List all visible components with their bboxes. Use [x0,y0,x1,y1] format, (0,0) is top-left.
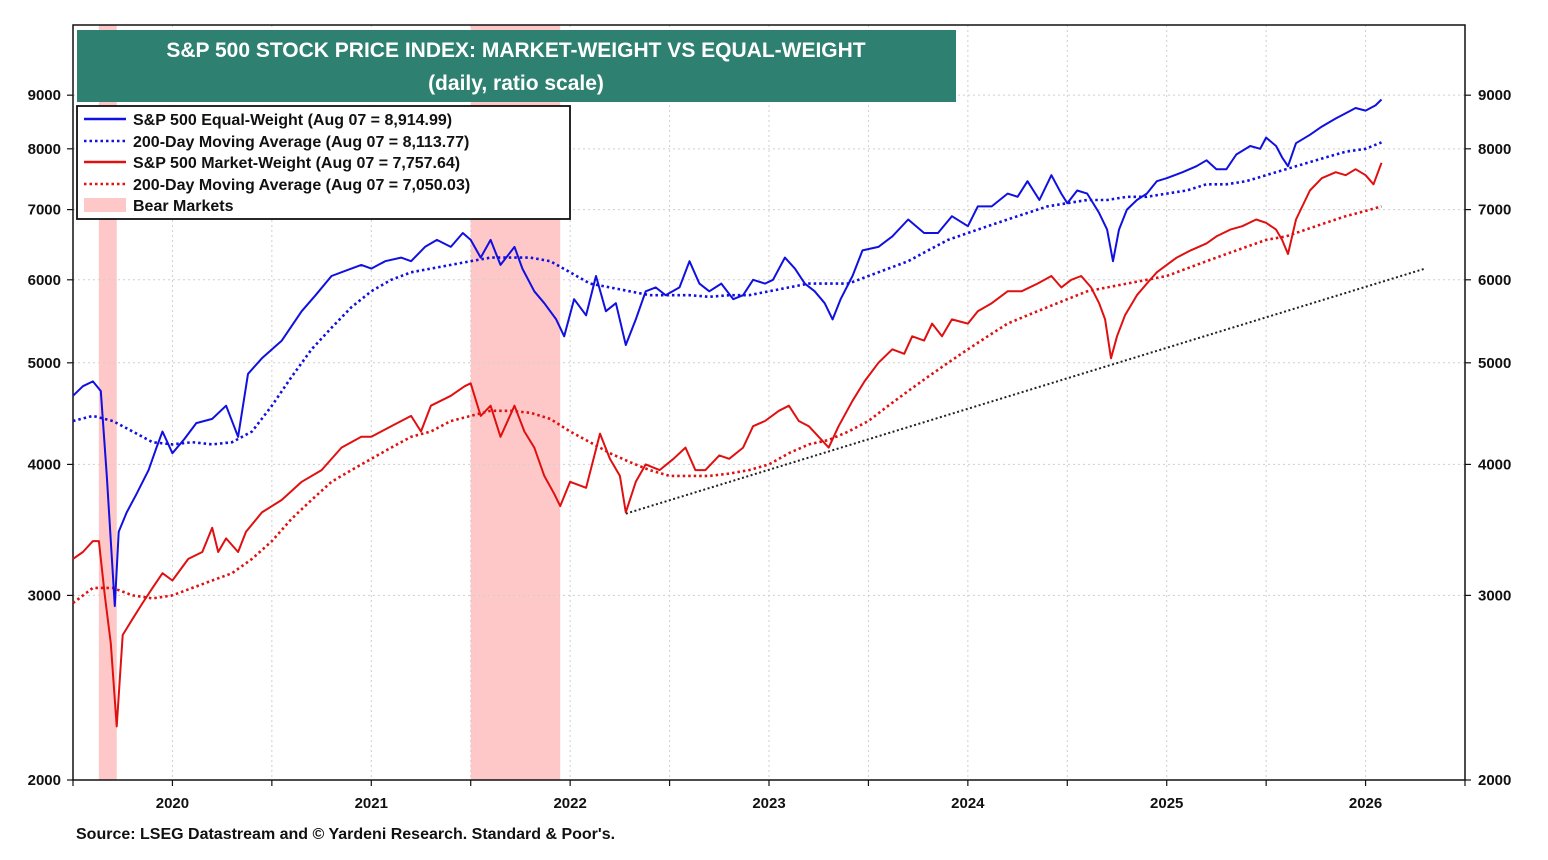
legend-box [76,105,571,220]
axes: 2000 2000 3000 3000 4000 4000 5000 5000 6000 6000… [28,87,1512,812]
y-tick-label-left-9000: 9000 [28,87,61,104]
y-tick-label-right-8000: 8000 [1478,141,1511,158]
y-tick-label-left-2000: 2000 [28,772,61,789]
y-tick-label-right-6000: 6000 [1478,272,1511,289]
legend-label-market-weight: S&P 500 Market-Weight (Aug 07 = 7,757.64… [133,155,460,172]
y-tick-label-right-4000: 4000 [1478,456,1511,473]
x-tick-label-2025: 2025 [1150,795,1183,812]
y-tick-label-left-7000: 7000 [28,202,61,219]
y-tick-label-right-5000: 5000 [1478,355,1511,372]
legend-label-equal-weight-ma: 200-Day Moving Average (Aug 07 = 8,113.7… [133,134,469,151]
y-tick-label-left-3000: 3000 [28,587,61,604]
market-weight-line [72,162,1383,728]
legend-label-bear-markets: Bear Markets [133,198,234,215]
x-tick-label-2026: 2026 [1349,795,1382,812]
y-tick-label-right-2000: 2000 [1478,772,1511,789]
y-tick-label-left-4000: 4000 [28,456,61,473]
y-tick-label-left-5000: 5000 [28,355,61,372]
x-tick-label-2021: 2021 [355,795,388,812]
title-banner [77,30,956,102]
chart-subtitle: (daily, ratio scale) [428,72,604,95]
legend-label-market-weight-ma: 200-Day Moving Average (Aug 07 = 7,050.0… [133,177,470,194]
y-tick-label-left-8000: 8000 [28,141,61,158]
x-tick-label-2023: 2023 [752,795,785,812]
chart-title: S&P 500 STOCK PRICE INDEX: MARKET-WEIGHT… [166,39,865,62]
y-tick-label-left-6000: 6000 [28,272,61,289]
legend: S&P 500 Equal-Weight (Aug 07 = 8,914.99)… [76,105,571,220]
equal-weight-line [72,98,1383,608]
y-tick-label-right-3000: 3000 [1478,587,1511,604]
legend-label-equal-weight: S&P 500 Equal-Weight (Aug 07 = 8,914.99) [133,112,452,129]
y-tick-label-right-7000: 7000 [1478,202,1511,219]
series-layer [72,98,1383,728]
y-tick-label-right-9000: 9000 [1478,87,1511,104]
source-note: Source: LSEG Datastream and © Yardeni Re… [76,826,615,843]
x-tick-label-2024: 2024 [951,795,985,812]
legend-swatch-bear-markets [84,198,126,212]
x-tick-label-2020: 2020 [156,795,189,812]
x-tick-label-2022: 2022 [553,795,586,812]
